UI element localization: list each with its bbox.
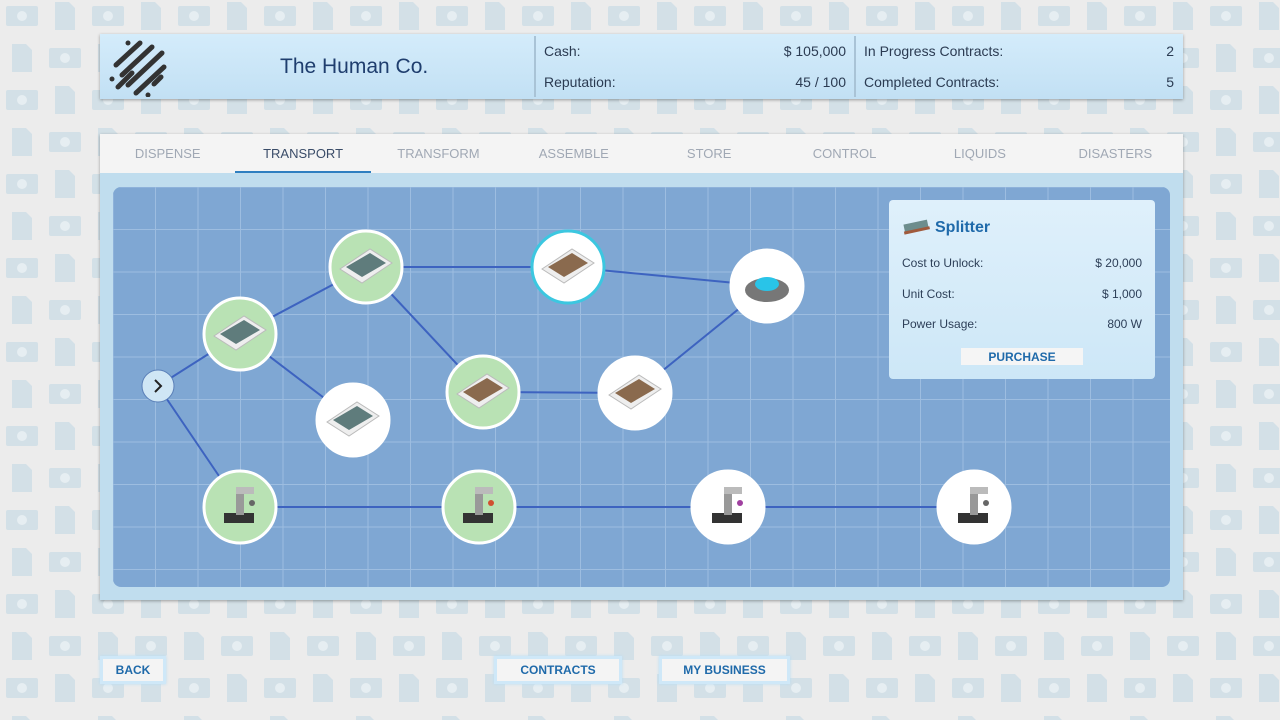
company-logo (109, 40, 167, 97)
unit-cost-label: Unit Cost: (902, 287, 955, 301)
category-tabs: DISPENSE TRANSPORT TRANSFORM ASSEMBLE ST… (100, 134, 1183, 173)
tab-transport[interactable]: TRANSPORT (235, 134, 372, 173)
tab-control[interactable]: CONTROL (812, 146, 877, 161)
cost-label: Cost to Unlock: (902, 256, 984, 270)
power-label: Power Usage: (902, 317, 978, 331)
in-progress-label: In Progress Contracts: (864, 43, 1004, 60)
in-progress-value: 2 (1166, 43, 1174, 60)
company-name: The Human Co. (280, 55, 429, 78)
robot-arm-icon (463, 487, 494, 523)
turntable-icon (745, 277, 789, 302)
cash-value: $ 105,000 (783, 43, 846, 60)
tree-node-conveyor-gate[interactable] (315, 382, 391, 458)
conveyor-icon (213, 315, 267, 351)
tree-node-conveyor[interactable] (202, 296, 278, 372)
tree-node-turntable[interactable] (729, 248, 805, 324)
reputation-stat: Reputation: 45 / 100 (544, 74, 846, 90)
tree-node-robot-arm[interactable] (936, 469, 1012, 545)
tree-node-robot-arm[interactable] (690, 469, 766, 545)
tab-transform[interactable]: TRANSFORM (397, 146, 480, 161)
company-header: The Human Co. Cash: $ 105,000 Reputation:… (100, 34, 1183, 99)
tree-node-roller-conveyor[interactable] (445, 354, 521, 430)
purchase-button[interactable]: PURCHASE (961, 348, 1083, 365)
tree-node-robot-arm[interactable] (441, 469, 517, 545)
robot-arm-icon (958, 487, 989, 523)
cash-stat: Cash: $ 105,000 (544, 43, 846, 59)
tree-node-splitter[interactable] (530, 229, 606, 305)
chevron-right-icon (154, 379, 163, 393)
tree-node-sorter[interactable] (597, 355, 673, 431)
item-info-card: Splitter Cost to Unlock: $ 20,000 Unit Co… (889, 200, 1155, 379)
robot-arm-icon (224, 487, 255, 523)
item-title: Splitter (935, 219, 991, 236)
back-button[interactable]: BACK (100, 656, 166, 684)
roller-conveyor-icon (456, 373, 510, 409)
my-business-button[interactable]: MY BUSINESS (659, 656, 790, 684)
unit-cost-value: $ 1,000 (1101, 287, 1142, 301)
tech-tree-graph (113, 187, 1170, 587)
splitter-icon (541, 248, 595, 284)
cost-value: $ 20,000 (1095, 256, 1142, 270)
ramp-conveyor-icon (339, 248, 393, 284)
robot-arm-icon (712, 487, 743, 523)
completed-stat: Completed Contracts: 5 (864, 74, 1174, 90)
tab-liquids[interactable]: LIQUIDS (953, 146, 1006, 161)
reputation-label: Reputation: (544, 73, 616, 90)
splitter-icon (903, 219, 930, 235)
power-value: 800 W (1107, 317, 1142, 331)
tab-disasters[interactable]: DISASTERS (1078, 146, 1153, 161)
completed-label: Completed Contracts: (864, 73, 1000, 90)
tree-start-arrow-button[interactable] (141, 369, 175, 403)
reputation-value: 45 / 100 (795, 73, 846, 90)
tab-dispense[interactable]: DISPENSE (134, 146, 201, 161)
tree-node-robot-arm[interactable] (202, 469, 278, 545)
in-progress-stat: In Progress Contracts: 2 (864, 43, 1174, 59)
tab-assemble[interactable]: ASSEMBLE (538, 146, 609, 161)
sorter-icon (608, 374, 662, 410)
cash-label: Cash: (544, 43, 581, 60)
contracts-button[interactable]: CONTRACTS (494, 656, 622, 684)
tab-store[interactable]: STORE (686, 146, 732, 161)
conveyor-gate-icon (326, 401, 380, 437)
tree-node-ramp-conveyor[interactable] (328, 229, 404, 305)
completed-value: 5 (1166, 73, 1174, 90)
